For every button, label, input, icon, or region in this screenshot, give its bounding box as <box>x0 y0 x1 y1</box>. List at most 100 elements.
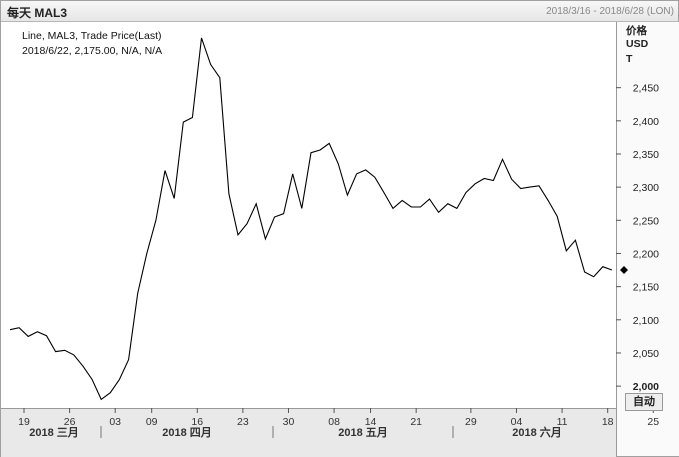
x-tick-label: 18 <box>602 416 614 428</box>
x-tick-label: 11 <box>557 416 568 428</box>
data-point <box>592 275 595 278</box>
line-chart[interactable]: 2,000 2,050 2,100 2,150 2,200 2,250 2,300 2,350… <box>1 22 678 456</box>
title-bar: 每天 MAL3 2018/3/16 - 2018/6/28 (LON) <box>1 1 678 22</box>
data-point <box>127 358 130 361</box>
x-tick-label: 16 <box>191 416 203 428</box>
x-tick-label: 04 <box>511 416 523 428</box>
x-tick-label: 23 <box>237 416 249 428</box>
legend-series-value: 2018/6/22, 2,175.00, N/A, N/A <box>22 45 163 57</box>
data-point <box>337 162 340 165</box>
x-axis-panel <box>1 408 616 457</box>
data-point <box>200 36 203 39</box>
data-point <box>492 179 495 182</box>
data-point <box>264 237 267 240</box>
data-point <box>428 198 431 201</box>
x-tick-label: 29 <box>465 416 477 428</box>
data-point <box>346 194 349 197</box>
y-tick-label: 2,300 <box>633 182 659 194</box>
data-point <box>528 186 531 189</box>
y-tick-label: 2,050 <box>633 348 659 360</box>
data-point <box>282 212 285 215</box>
data-point <box>392 207 395 210</box>
data-point <box>547 199 550 202</box>
data-point <box>465 191 468 194</box>
x-tick-label: 09 <box>146 416 158 428</box>
data-point <box>164 169 167 172</box>
data-point <box>410 206 413 209</box>
data-point <box>291 172 294 175</box>
price-line <box>9 37 613 401</box>
y-tick-label: 2,200 <box>633 248 659 260</box>
data-point <box>255 202 258 205</box>
data-point <box>501 158 504 161</box>
data-point <box>227 192 230 195</box>
y-axis-unit-currency: USD <box>626 38 649 50</box>
data-point <box>446 202 449 205</box>
y-tick-label: 2,350 <box>633 149 659 161</box>
date-range: 2018/3/16 - 2018/6/28 (LON) <box>546 6 674 17</box>
data-point <box>100 398 103 401</box>
x-tick-label: 30 <box>283 416 295 428</box>
data-point <box>565 249 568 252</box>
data-point <box>182 121 185 124</box>
data-point <box>300 207 303 210</box>
x-month-label: 2018 四月 <box>162 426 212 439</box>
data-point <box>583 271 586 274</box>
data-point <box>63 349 66 352</box>
data-point <box>537 184 540 187</box>
data-point <box>437 211 440 214</box>
data-point <box>510 178 513 181</box>
y-tick-label: 2,150 <box>633 282 659 294</box>
data-point <box>419 206 422 209</box>
data-point <box>72 353 75 356</box>
data-point <box>355 172 358 175</box>
y-tick-label: 2,100 <box>633 315 659 327</box>
data-point <box>18 326 21 329</box>
data-point <box>209 63 212 66</box>
data-point <box>118 378 121 381</box>
y-axis-unit-t: T <box>626 53 633 65</box>
auto-scale-button[interactable]: 自动 <box>625 393 663 411</box>
data-point <box>145 252 148 255</box>
data-point <box>455 207 458 210</box>
data-point <box>45 334 48 337</box>
data-point <box>154 219 157 222</box>
y-tick-label: 2,400 <box>633 116 659 128</box>
data-point <box>9 328 12 331</box>
data-point <box>136 292 139 295</box>
x-tick-label: 14 <box>365 416 377 428</box>
legend-series-name: Line, MAL3, Trade Price(Last) <box>22 30 162 42</box>
y-axis-unit-price: 价格 <box>626 25 647 37</box>
x-tick-label: 21 <box>410 416 422 428</box>
x-month-label: 2018 五月 <box>338 426 388 439</box>
data-point <box>519 187 522 190</box>
y-tick-label: 2,450 <box>633 83 659 95</box>
y-axis-panel <box>616 22 679 456</box>
data-point <box>319 149 322 152</box>
data-point <box>601 265 604 268</box>
data-point <box>91 378 94 381</box>
last-value-marker <box>620 266 628 275</box>
data-point <box>483 177 486 180</box>
data-point <box>273 215 276 218</box>
x-tick-label: 03 <box>109 416 121 428</box>
data-point <box>382 191 385 194</box>
data-point <box>309 151 312 154</box>
data-point <box>81 365 84 368</box>
data-point <box>36 330 39 333</box>
y-tick-label: 2,000 <box>633 381 659 393</box>
y-tick-label: 2,250 <box>633 215 659 227</box>
data-point <box>109 391 112 394</box>
data-point <box>610 269 613 272</box>
data-point <box>401 199 404 202</box>
data-point <box>328 142 331 145</box>
data-point <box>27 335 30 338</box>
data-point <box>218 76 221 79</box>
data-point <box>54 350 57 353</box>
x-tick-label: 19 <box>18 416 30 428</box>
data-point <box>474 182 477 185</box>
x-tick-label: 26 <box>64 416 76 428</box>
data-point <box>237 233 240 236</box>
chart-title: 每天 MAL3 <box>7 6 68 20</box>
